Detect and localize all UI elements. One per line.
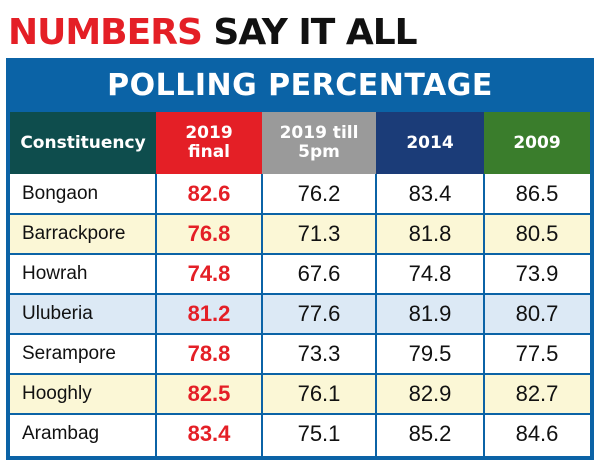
row-divider [10,333,590,335]
header-2009: 2009 [484,112,590,174]
table-row: Arambag 83.4 75.1 85.2 84.6 [10,414,590,454]
column-divider [155,174,157,456]
value-2009: 84.6 [515,421,559,446]
constituency-name: Uluberia [22,303,93,324]
value-2009: 80.7 [515,301,559,326]
row-divider [10,373,590,375]
value-2019-till-5pm: 67.6 [297,261,341,286]
constituency-name: Arambag [22,423,100,444]
header-constituency: Constituency [10,112,156,174]
header-2014: 2014 [376,112,484,174]
value-2009: 86.5 [515,181,559,206]
header-2009-label: 2009 [513,132,561,153]
value-2014: 85.2 [408,421,452,446]
row-divider [10,413,590,415]
value-2019-till-5pm: 76.2 [297,181,341,206]
value-2019-till-5pm: 75.1 [297,421,341,446]
value-2019-final: 82.5 [187,381,231,406]
value-2019-till-5pm: 76.1 [297,381,341,406]
constituency-name: Howrah [22,263,88,284]
value-2014: 81.9 [408,301,452,326]
headline: NUMBERS SAY IT ALL [8,8,418,58]
value-2014: 82.9 [408,381,452,406]
headline-black-part: SAY IT ALL [213,12,417,53]
row-divider [10,293,590,295]
row-divider [10,253,590,255]
value-2019-final: 74.8 [187,261,231,286]
table-banner: POLLING PERCENTAGE [107,68,493,103]
constituency-name: Bongaon [22,183,99,204]
table-row: Bongaon 82.6 76.2 83.4 86.5 [10,174,590,214]
header-constituency-label: Constituency [20,132,146,153]
value-2014: 81.8 [408,221,452,246]
constituency-name: Barrackpore [22,223,126,244]
value-2009: 80.5 [515,221,559,246]
value-2014: 83.4 [408,181,452,206]
value-2019-till-5pm: 77.6 [297,301,341,326]
table-frame: POLLING PERCENTAGE Constituency 2019 fina… [6,58,594,460]
value-2014: 74.8 [408,261,452,286]
headline-red-part: NUMBERS [8,12,203,53]
column-divider [483,174,485,456]
constituency-name: Serampore [22,343,116,364]
header-2019-final: 2019 final [156,112,262,174]
value-2019-final: 76.8 [187,221,231,246]
column-divider [375,174,377,456]
value-2009: 77.5 [515,341,559,366]
value-2019-final: 81.2 [187,301,231,326]
table-row: Howrah 74.8 67.6 74.8 73.9 [10,254,590,294]
header-2019-till-5pm: 2019 till 5pm [262,112,376,174]
value-2019-till-5pm: 73.3 [297,341,341,366]
value-2014: 79.5 [408,341,452,366]
value-2009: 73.9 [515,261,559,286]
header-2019-final-label: 2019 final [185,123,233,162]
header-2019-till-5pm-label: 2019 till 5pm [279,123,359,162]
constituency-name: Hooghly [22,383,92,404]
header-2014-label: 2014 [406,132,454,153]
column-divider [261,174,263,456]
table-row: Barrackpore 76.8 71.3 81.8 80.5 [10,214,590,254]
table-row: Uluberia 81.2 77.6 81.9 80.7 [10,294,590,334]
table-row: Hooghly 82.5 76.1 82.9 82.7 [10,374,590,414]
row-divider [10,213,590,215]
value-2019-till-5pm: 71.3 [297,221,341,246]
polling-table: Constituency 2019 final 2019 till 5pm 2014 2… [10,112,590,456]
value-2019-final: 83.4 [187,421,231,446]
value-2019-final: 78.8 [187,341,231,366]
table-row: Serampore 78.8 73.3 79.5 77.5 [10,334,590,374]
value-2009: 82.7 [515,381,559,406]
value-2019-final: 82.6 [187,181,231,206]
